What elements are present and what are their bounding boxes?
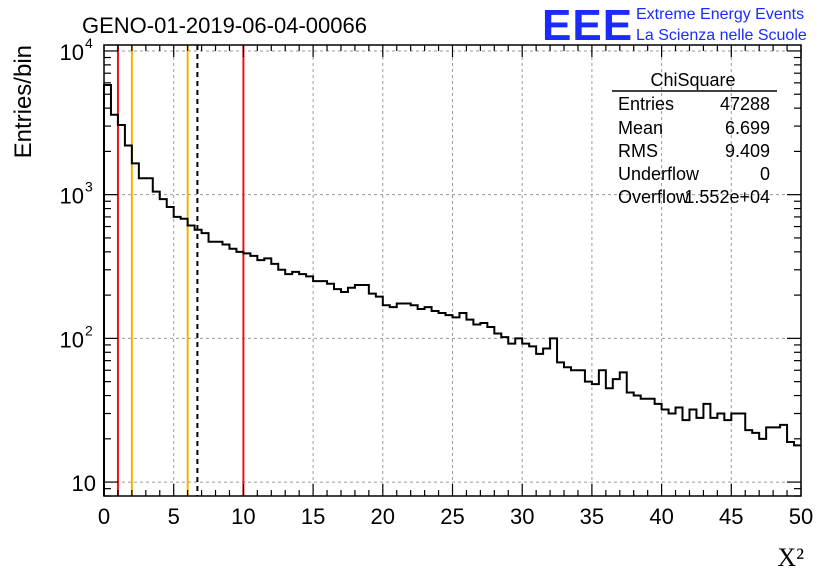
eee-logo-line2: La Scienza nelle Scuole: [636, 27, 807, 44]
y-axis-label: Entries/bin: [10, 45, 37, 158]
x-tick-label: 20: [371, 504, 395, 529]
stats-overflow-value: 1.552e+04: [684, 187, 770, 207]
stats-overflow-label: Overflow: [618, 187, 690, 207]
grid: [104, 45, 801, 496]
stats-rms-label: RMS: [618, 141, 658, 161]
x-tick-label: 5: [168, 504, 180, 529]
y-tick-exponent: 2: [85, 322, 93, 338]
stats-box: ChiSquare Entries 47288 Mean 6.699 RMS 9…: [612, 70, 777, 207]
stats-underflow-value: 0: [760, 164, 770, 184]
x-tick-label: 45: [719, 504, 743, 529]
x-tick-label: 40: [649, 504, 673, 529]
y-tick-label: 10 2: [60, 322, 93, 352]
stats-title: ChiSquare: [650, 70, 735, 90]
eee-logo-mark: EEE: [542, 1, 633, 50]
stats-entries-label: Entries: [618, 94, 674, 114]
chart-title: GENO-01-2019-06-04-00066: [82, 13, 367, 38]
x-axis-label: X²: [777, 543, 804, 572]
y-tick-label: 10: [72, 471, 96, 496]
eee-logo: EEE Extreme Energy Events La Scienza nel…: [542, 1, 807, 50]
x-tick-label: 50: [789, 504, 813, 529]
histogram-series: [103, 83, 801, 496]
x-tick-label: 35: [580, 504, 604, 529]
y-tick-label: 10 4: [60, 35, 93, 65]
y-tick-label: 10 3: [60, 179, 93, 209]
y-tick-exponent: 4: [85, 35, 93, 51]
stats-rms-value: 9.409: [725, 141, 770, 161]
x-tick-label: 25: [440, 504, 464, 529]
y-tick-base: 10: [72, 471, 96, 496]
y-tick-base: 10: [60, 184, 84, 209]
x-tick-label: 30: [510, 504, 534, 529]
stats-underflow-label: Underflow: [618, 164, 700, 184]
x-tick-label: 10: [231, 504, 255, 529]
stats-mean-label: Mean: [618, 118, 663, 138]
x-tick-label: 15: [301, 504, 325, 529]
x-tick-label: 0: [98, 504, 110, 529]
stats-mean-value: 6.699: [725, 118, 770, 138]
y-tick-exponent: 3: [85, 179, 93, 195]
eee-logo-line1: Extreme Energy Events: [636, 6, 804, 23]
marker-lines: [116, 45, 245, 496]
x-axis-ticks: 0 5 10 15 20 25 30 35 40 45 50: [98, 45, 813, 529]
stats-entries-value: 47288: [720, 94, 770, 114]
y-tick-base: 10: [60, 327, 84, 352]
y-tick-base: 10: [60, 40, 84, 65]
